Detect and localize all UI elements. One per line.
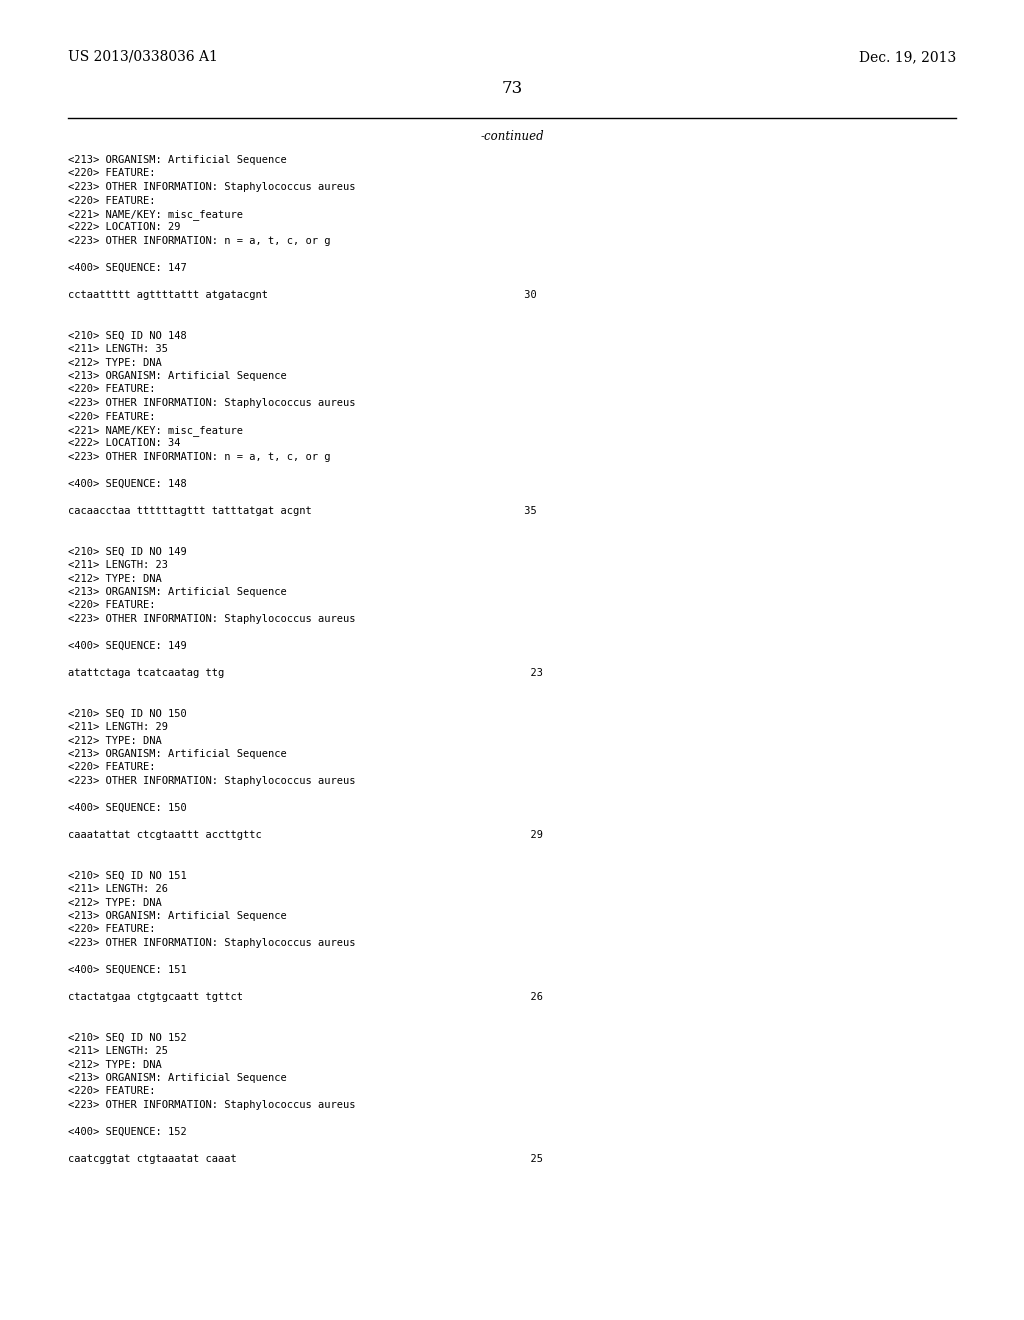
Text: <400> SEQUENCE: 147: <400> SEQUENCE: 147 [68,263,186,273]
Text: <221> NAME/KEY: misc_feature: <221> NAME/KEY: misc_feature [68,209,243,220]
Text: <213> ORGANISM: Artificial Sequence: <213> ORGANISM: Artificial Sequence [68,371,287,381]
Text: cacaacctaa ttttttagttt tatttatgat acgnt                                  35: cacaacctaa ttttttagttt tatttatgat acgnt … [68,506,537,516]
Text: -continued: -continued [480,129,544,143]
Text: <223> OTHER INFORMATION: Staphylococcus aureus: <223> OTHER INFORMATION: Staphylococcus … [68,182,355,191]
Text: <212> TYPE: DNA: <212> TYPE: DNA [68,358,162,367]
Text: <222> LOCATION: 29: <222> LOCATION: 29 [68,223,180,232]
Text: <212> TYPE: DNA: <212> TYPE: DNA [68,735,162,746]
Text: <213> ORGANISM: Artificial Sequence: <213> ORGANISM: Artificial Sequence [68,911,287,921]
Text: <400> SEQUENCE: 149: <400> SEQUENCE: 149 [68,642,186,651]
Text: cctaattttt agttttattt atgatacgnt                                         30: cctaattttt agttttattt atgatacgnt 30 [68,290,537,300]
Text: <220> FEATURE:: <220> FEATURE: [68,1086,156,1097]
Text: <210> SEQ ID NO 150: <210> SEQ ID NO 150 [68,709,186,718]
Text: caaatattat ctcgtaattt accttgttc                                           29: caaatattat ctcgtaattt accttgttc 29 [68,830,543,840]
Text: <400> SEQUENCE: 152: <400> SEQUENCE: 152 [68,1127,186,1137]
Text: caatcggtat ctgtaaatat caaat                                               25: caatcggtat ctgtaaatat caaat 25 [68,1154,543,1164]
Text: <223> OTHER INFORMATION: Staphylococcus aureus: <223> OTHER INFORMATION: Staphylococcus … [68,614,355,624]
Text: <220> FEATURE:: <220> FEATURE: [68,601,156,610]
Text: <211> LENGTH: 26: <211> LENGTH: 26 [68,884,168,894]
Text: atattctaga tcatcaatag ttg                                                 23: atattctaga tcatcaatag ttg 23 [68,668,543,678]
Text: <223> OTHER INFORMATION: n = a, t, c, or g: <223> OTHER INFORMATION: n = a, t, c, or… [68,236,331,246]
Text: <213> ORGANISM: Artificial Sequence: <213> ORGANISM: Artificial Sequence [68,1073,287,1082]
Text: <213> ORGANISM: Artificial Sequence: <213> ORGANISM: Artificial Sequence [68,748,287,759]
Text: <212> TYPE: DNA: <212> TYPE: DNA [68,898,162,908]
Text: <210> SEQ ID NO 148: <210> SEQ ID NO 148 [68,330,186,341]
Text: <210> SEQ ID NO 151: <210> SEQ ID NO 151 [68,870,186,880]
Text: <211> LENGTH: 35: <211> LENGTH: 35 [68,345,168,354]
Text: <210> SEQ ID NO 149: <210> SEQ ID NO 149 [68,546,186,557]
Text: <220> FEATURE:: <220> FEATURE: [68,763,156,772]
Text: <400> SEQUENCE: 148: <400> SEQUENCE: 148 [68,479,186,488]
Text: <222> LOCATION: 34: <222> LOCATION: 34 [68,438,180,449]
Text: <212> TYPE: DNA: <212> TYPE: DNA [68,1060,162,1069]
Text: <220> FEATURE:: <220> FEATURE: [68,384,156,395]
Text: <211> LENGTH: 25: <211> LENGTH: 25 [68,1045,168,1056]
Text: Dec. 19, 2013: Dec. 19, 2013 [859,50,956,63]
Text: <220> FEATURE:: <220> FEATURE: [68,412,156,421]
Text: <220> FEATURE:: <220> FEATURE: [68,924,156,935]
Text: <213> ORGANISM: Artificial Sequence: <213> ORGANISM: Artificial Sequence [68,154,287,165]
Text: 73: 73 [502,81,522,96]
Text: <211> LENGTH: 23: <211> LENGTH: 23 [68,560,168,570]
Text: <211> LENGTH: 29: <211> LENGTH: 29 [68,722,168,733]
Text: <400> SEQUENCE: 151: <400> SEQUENCE: 151 [68,965,186,975]
Text: ctactatgaa ctgtgcaatt tgttct                                              26: ctactatgaa ctgtgcaatt tgttct 26 [68,993,543,1002]
Text: <210> SEQ ID NO 152: <210> SEQ ID NO 152 [68,1032,186,1043]
Text: <223> OTHER INFORMATION: Staphylococcus aureus: <223> OTHER INFORMATION: Staphylococcus … [68,1100,355,1110]
Text: <223> OTHER INFORMATION: Staphylococcus aureus: <223> OTHER INFORMATION: Staphylococcus … [68,399,355,408]
Text: <220> FEATURE:: <220> FEATURE: [68,195,156,206]
Text: <223> OTHER INFORMATION: Staphylococcus aureus: <223> OTHER INFORMATION: Staphylococcus … [68,939,355,948]
Text: <213> ORGANISM: Artificial Sequence: <213> ORGANISM: Artificial Sequence [68,587,287,597]
Text: <400> SEQUENCE: 150: <400> SEQUENCE: 150 [68,803,186,813]
Text: US 2013/0338036 A1: US 2013/0338036 A1 [68,50,218,63]
Text: <220> FEATURE:: <220> FEATURE: [68,169,156,178]
Text: <223> OTHER INFORMATION: n = a, t, c, or g: <223> OTHER INFORMATION: n = a, t, c, or… [68,451,331,462]
Text: <223> OTHER INFORMATION: Staphylococcus aureus: <223> OTHER INFORMATION: Staphylococcus … [68,776,355,785]
Text: <221> NAME/KEY: misc_feature: <221> NAME/KEY: misc_feature [68,425,243,436]
Text: <212> TYPE: DNA: <212> TYPE: DNA [68,573,162,583]
